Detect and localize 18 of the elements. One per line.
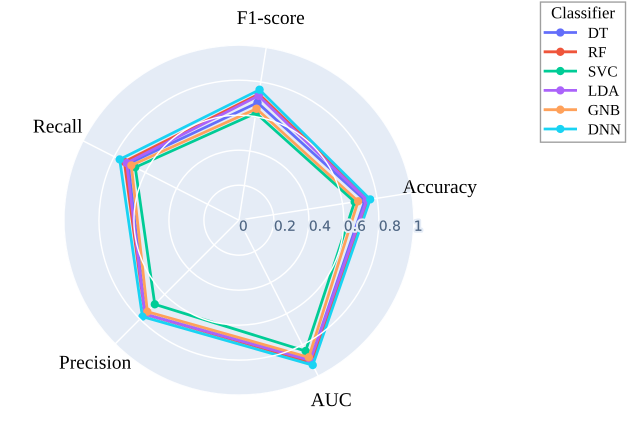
legend-label: DNN — [588, 124, 621, 134]
y-tick-label: 0.6 — [344, 220, 366, 231]
spoke-label: Recall — [33, 119, 82, 133]
spoke-label: F1-score — [237, 11, 304, 24]
y-tick-label: 0.4 — [310, 220, 330, 231]
y-tick-label: 0.8 — [380, 220, 400, 231]
y-tick-label: 0.2 — [274, 220, 295, 231]
legend-label: GNB — [588, 104, 620, 116]
legend-label: SVC — [588, 66, 617, 77]
legend-title: Classifier — [552, 6, 615, 18]
legend-label: RF — [588, 47, 606, 58]
y-tick-label: 1 — [415, 220, 422, 231]
spoke-label: Accuracy — [402, 180, 477, 198]
legend-label: DT — [588, 28, 608, 38]
spoke-label: AUC — [310, 393, 351, 406]
spoke-label: Precision — [59, 356, 131, 369]
y-tick-label: 0 — [240, 220, 247, 231]
legend-label: LDA — [588, 86, 620, 96]
